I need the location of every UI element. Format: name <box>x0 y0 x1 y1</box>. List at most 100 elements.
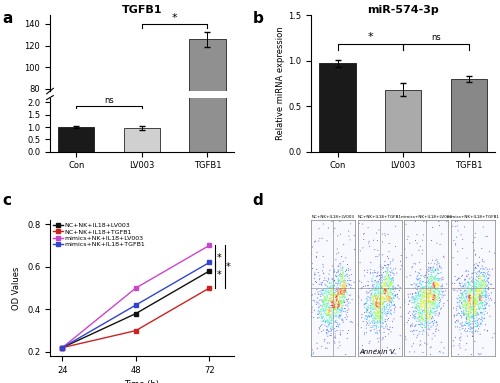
Point <box>324 330 332 336</box>
Point <box>418 312 426 318</box>
Point <box>326 312 334 318</box>
Point <box>460 295 468 301</box>
Point <box>340 306 348 312</box>
Point <box>335 292 343 298</box>
Point <box>326 313 334 319</box>
Point <box>472 273 480 280</box>
Point <box>335 324 343 330</box>
Point <box>335 301 343 307</box>
Point <box>374 310 382 316</box>
Point <box>376 295 384 301</box>
Point <box>334 289 342 295</box>
Point <box>457 294 465 300</box>
Point <box>338 278 346 285</box>
Point <box>334 303 342 309</box>
Point <box>406 240 413 246</box>
Point <box>466 311 474 317</box>
Point <box>330 283 338 289</box>
Point <box>469 322 477 328</box>
Point <box>331 225 339 231</box>
Point <box>470 304 478 310</box>
Point <box>332 317 340 323</box>
Point <box>462 293 470 300</box>
Point <box>432 282 440 288</box>
Point <box>330 334 338 340</box>
Point <box>310 239 318 245</box>
Point <box>458 319 466 326</box>
Point <box>381 286 389 292</box>
Point <box>432 293 440 299</box>
Point <box>458 321 466 327</box>
Point <box>359 318 367 324</box>
Point <box>434 288 442 295</box>
Point <box>326 284 334 290</box>
Point <box>386 298 394 304</box>
Point <box>346 282 354 288</box>
Point <box>384 293 392 299</box>
Point <box>468 287 475 293</box>
Point <box>333 280 341 286</box>
Point <box>386 281 394 287</box>
Point <box>344 300 352 306</box>
Point <box>380 294 388 300</box>
Point <box>380 301 388 307</box>
Point <box>386 304 394 311</box>
Point <box>470 306 478 312</box>
Point <box>382 321 390 327</box>
Point <box>378 298 386 304</box>
Point <box>467 288 475 294</box>
Point <box>462 308 469 314</box>
Point <box>462 294 470 300</box>
Point <box>477 305 485 311</box>
Point <box>324 317 332 323</box>
Point <box>326 267 334 273</box>
Text: Annexin V: Annexin V <box>360 349 396 355</box>
Point <box>472 230 480 236</box>
Point <box>415 293 423 300</box>
Point <box>420 322 428 328</box>
Point <box>388 268 396 274</box>
Point <box>328 293 336 299</box>
Point <box>416 278 424 284</box>
Point <box>335 309 343 316</box>
Point <box>332 306 340 312</box>
Point <box>328 303 336 309</box>
Point <box>402 334 409 340</box>
Point <box>323 289 331 295</box>
Point <box>378 273 386 279</box>
Point <box>435 278 443 284</box>
Point <box>478 284 486 290</box>
Point <box>466 287 474 293</box>
Point <box>422 312 430 318</box>
Point <box>462 296 469 302</box>
Point <box>380 282 388 288</box>
Point <box>336 309 344 315</box>
Point <box>374 307 382 313</box>
Point <box>462 299 470 305</box>
Point <box>320 327 328 333</box>
Point <box>412 322 420 328</box>
Point <box>430 290 438 296</box>
Point <box>340 277 348 283</box>
Point <box>435 282 443 288</box>
Point <box>341 286 349 293</box>
Point <box>477 276 485 282</box>
Point <box>434 277 442 283</box>
Point <box>422 323 430 329</box>
Point <box>318 306 326 313</box>
Point <box>428 257 436 263</box>
Point <box>384 286 392 293</box>
Point <box>368 300 376 306</box>
Point <box>329 282 337 288</box>
Point <box>429 331 437 337</box>
Point <box>370 317 378 323</box>
Point <box>436 300 444 306</box>
Point <box>475 291 483 297</box>
Point <box>341 305 349 311</box>
Point <box>328 291 336 297</box>
Point <box>376 316 384 322</box>
Point <box>325 312 333 318</box>
Point <box>482 273 490 279</box>
Point <box>458 310 466 316</box>
Point <box>394 283 402 289</box>
